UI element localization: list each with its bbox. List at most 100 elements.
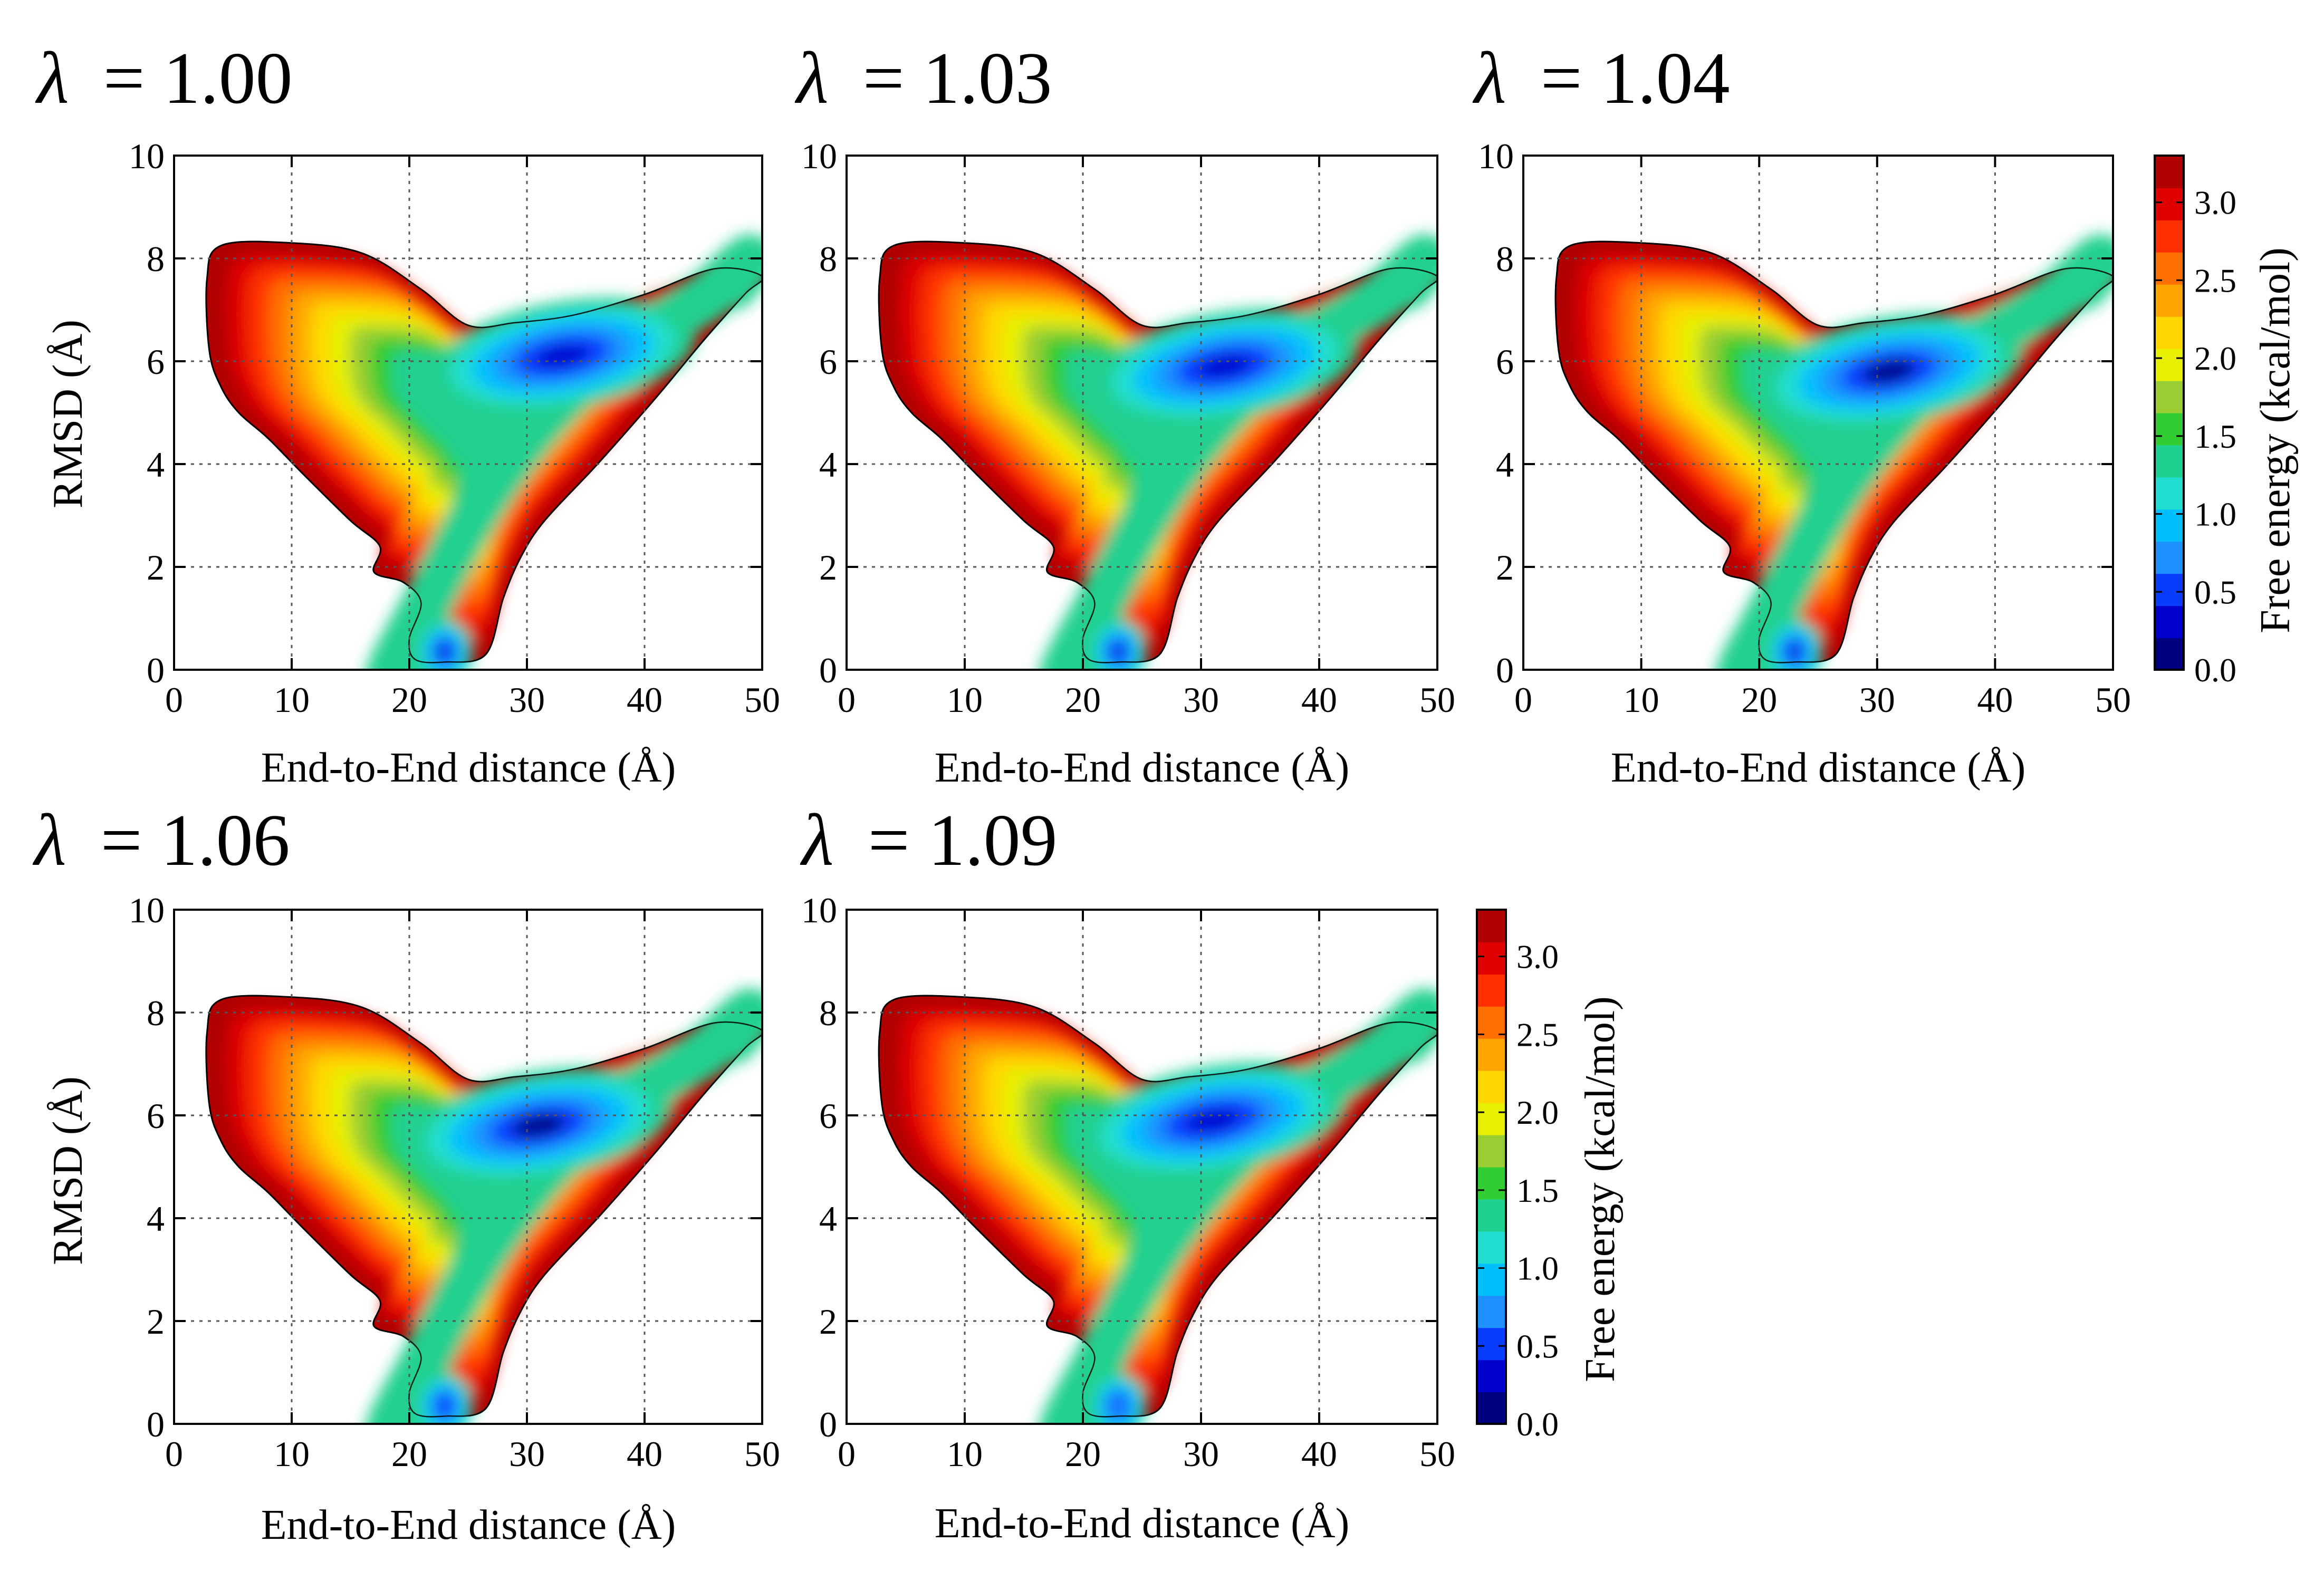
unfolded-minimum-shade (512, 1114, 565, 1138)
colorbar-label: Free energy (kcal/mol) (1577, 996, 1624, 1382)
lambda-value: = 1.06 (101, 799, 290, 881)
colorbar-segment (2155, 638, 2184, 670)
x-tick-label: 50 (744, 1434, 780, 1474)
x-tick-label: 50 (744, 680, 780, 720)
y-tick-label: 10 (801, 136, 837, 176)
colorbar-segment (2155, 252, 2184, 285)
grid (174, 156, 762, 670)
lambda-symbol: λ (35, 37, 69, 119)
colorbar-segment (1477, 910, 1506, 942)
colorbar-tick-label: 1.5 (2194, 418, 2236, 455)
colorbar-segment (2155, 284, 2184, 317)
colorbar-segment (1477, 1070, 1506, 1103)
colorbar-tick-label: 1.0 (1516, 1250, 1559, 1287)
colorbar-segment (2155, 348, 2184, 381)
heatmap-plot: 0 10 20 30 40 50 0 2 4 6 8 10 (801, 136, 1455, 720)
colorbar-tick-label: 1.0 (2194, 496, 2236, 533)
colorbar-segment (1477, 1231, 1506, 1264)
basin-outline (205, 240, 762, 663)
x-tick-label: 50 (1419, 1434, 1455, 1474)
y-tick-label: 0 (147, 650, 165, 690)
x-tick-label: 10 (274, 1434, 310, 1474)
y-tick-label: 2 (819, 1302, 837, 1342)
lambda-symbol: λ (1472, 37, 1506, 119)
plot-frame (173, 155, 763, 671)
folded-minimum-shade (1112, 1399, 1124, 1413)
colorbar-tick-label: 3.0 (1516, 938, 1559, 976)
y-tick-label: 2 (147, 1302, 165, 1342)
y-tick-label: 6 (819, 342, 837, 382)
colorbar-segment (1477, 941, 1506, 975)
free-energy-surface (205, 988, 762, 1424)
x-tick-label: 20 (391, 1434, 427, 1474)
lambda-value: = 1.00 (103, 37, 293, 119)
colorbar-tick-label: 0.0 (1516, 1405, 1559, 1443)
colorbar-segment (2155, 412, 2184, 446)
x-tick-label: 0 (165, 1434, 183, 1474)
unfolded-minimum-shade (1186, 1109, 1240, 1132)
lambda-value: = 1.03 (863, 37, 1052, 119)
y-tick-label: 8 (147, 993, 165, 1033)
x-tick-label: 10 (947, 680, 983, 720)
colorbar-tick-label: 2.5 (2194, 262, 2236, 299)
y-tick-label: 2 (819, 547, 837, 587)
x-axis-label: End-to-End distance (Å) (261, 1502, 676, 1548)
heatmap-plot: 0 10 20 30 40 50 0 2 4 6 8 10 (129, 136, 780, 720)
grid (174, 910, 762, 1424)
x-tick-label: 0 (165, 680, 183, 720)
plot-frame (173, 909, 763, 1425)
folded-minimum-shade (1112, 645, 1124, 659)
colorbar-tick-label: 0.5 (2194, 573, 2236, 611)
y-tick-label: 2 (147, 547, 165, 587)
folded-minimum-shade (439, 1399, 450, 1413)
y-axis-label: RMSD (Å) (45, 1076, 91, 1265)
y-tick-label: 0 (819, 1404, 837, 1444)
y-tick-label: 8 (819, 993, 837, 1033)
x-tick-label: 0 (838, 680, 856, 720)
y-tick-label: 6 (1496, 342, 1514, 382)
x-tick-label: 20 (391, 680, 427, 720)
x-tick-label: 40 (627, 680, 662, 720)
y-tick-label: 10 (1478, 136, 1514, 176)
unfolded-minimum-shade (535, 344, 589, 368)
heatmap-plot: 0 10 20 30 40 50 0 2 4 6 8 10 (1478, 136, 2131, 720)
grid (847, 910, 1437, 1424)
y-tick-label: 4 (1496, 445, 1514, 485)
colorbar-tick-label: 1.5 (1516, 1172, 1559, 1209)
basin-outline (1554, 240, 2113, 663)
colorbar-tick-label: 2.0 (2194, 340, 2236, 377)
x-tick-label: 40 (627, 1434, 662, 1474)
x-tick-label: 0 (838, 1434, 856, 1474)
y-tick-label: 10 (129, 890, 165, 930)
panel-lambda-1-06: λ = 1.06 0 10 20 30 40 50 0 2 4 6 8 10 End-to-End d… (32, 799, 780, 1548)
heatmap-plot: 0 10 20 30 40 50 0 2 4 6 8 10 (801, 890, 1455, 1474)
panel-title: λ = 1.06 (32, 799, 290, 881)
lambda-symbol: λ (800, 799, 834, 881)
y-tick-label: 8 (819, 239, 837, 279)
x-tick-label: 30 (509, 680, 545, 720)
colorbar-segment (1477, 1360, 1506, 1393)
colorbar-segment (2155, 316, 2184, 349)
unfolded-minimum-shade (1862, 360, 1916, 383)
x-tick-label: 20 (1065, 1434, 1101, 1474)
basin-interior (226, 234, 762, 670)
x-tick-label: 20 (1741, 680, 1777, 720)
colorbar-segment (2155, 156, 2184, 188)
colorbar-segment (2155, 445, 2184, 478)
x-tick-label: 10 (1624, 680, 1659, 720)
lambda-symbol: λ (32, 799, 66, 881)
panel-lambda-1-09: λ = 1.09 0 10 20 30 40 50 0 2 4 6 8 10 End-to-End d… (800, 799, 1455, 1547)
y-tick-label: 8 (147, 239, 165, 279)
plot-frame (846, 155, 1438, 671)
x-tick-label: 50 (1419, 680, 1455, 720)
lambda-value: = 1.04 (1541, 37, 1730, 119)
panel-lambda-1-00: λ = 1.00 0 10 20 30 40 50 0 2 4 6 8 10 End-to-End d… (35, 37, 780, 791)
colorbar-segment (1477, 1006, 1506, 1039)
basin-interior (899, 234, 1437, 670)
colorbar-tick-label: 3.0 (2194, 184, 2236, 221)
colorbar-segment (1477, 1134, 1506, 1168)
lambda-symbol: λ (794, 37, 829, 119)
y-tick-label: 6 (819, 1096, 837, 1136)
colorbar-segment (2155, 573, 2184, 606)
y-tick-label: 2 (1496, 547, 1514, 587)
